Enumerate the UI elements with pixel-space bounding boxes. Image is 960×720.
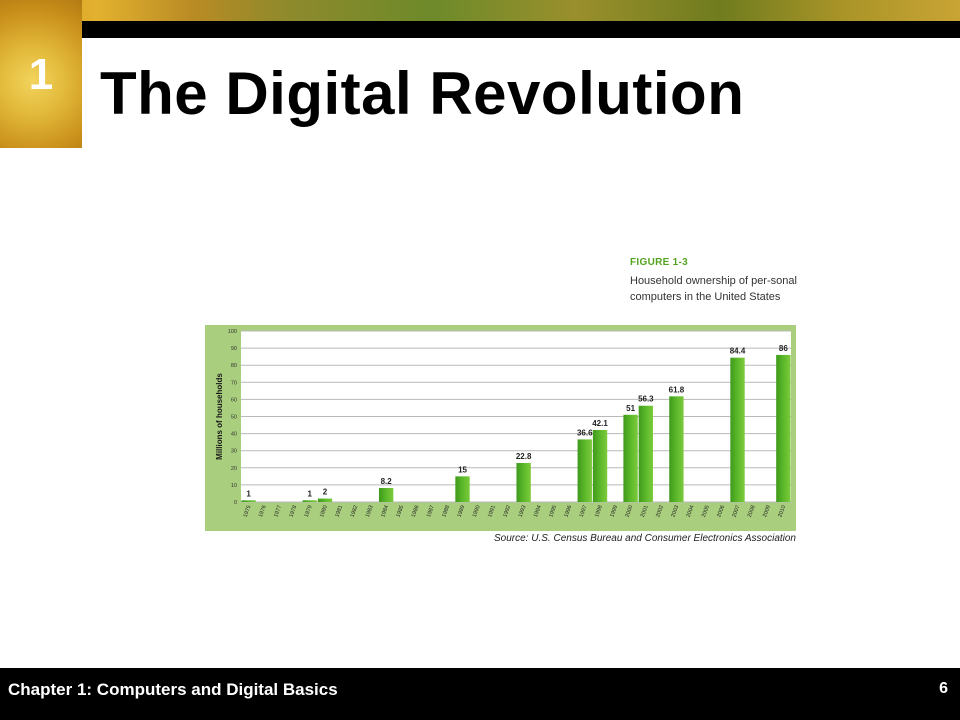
y-tick-label: 80 bbox=[231, 363, 237, 369]
x-tick-label: 1991 bbox=[487, 505, 497, 519]
bar bbox=[592, 430, 608, 502]
figure-label: FIGURE 1-3 bbox=[630, 257, 689, 268]
x-tick-label: 2006 bbox=[716, 505, 726, 519]
data-label: 8.2 bbox=[381, 477, 393, 486]
bar bbox=[317, 498, 333, 502]
figure-caption: FIGURE 1-3 Household ownership of per-so… bbox=[630, 255, 805, 305]
data-label: 22.8 bbox=[516, 452, 532, 461]
x-tick-label: 1990 bbox=[472, 505, 482, 519]
x-tick-label: 2007 bbox=[732, 505, 742, 519]
data-label: 42.1 bbox=[592, 419, 608, 428]
x-tick-label: 1977 bbox=[273, 505, 283, 519]
x-tick-label: 1982 bbox=[350, 505, 360, 519]
y-tick-label: 30 bbox=[231, 449, 237, 455]
y-tick-label: 50 bbox=[231, 415, 237, 421]
data-label: 61.8 bbox=[669, 385, 685, 394]
x-tick-label: 1980 bbox=[319, 505, 329, 519]
bar bbox=[730, 357, 745, 502]
slide-title: The Digital Revolution bbox=[100, 60, 745, 127]
x-tick-label: 1979 bbox=[304, 505, 314, 519]
figure-caption-text: Household ownership of per-sonal compute… bbox=[630, 275, 797, 303]
bar bbox=[241, 500, 256, 502]
x-tick-label: 2000 bbox=[625, 505, 635, 519]
x-tick-label: 2010 bbox=[777, 505, 787, 519]
x-tick-label: 1984 bbox=[380, 505, 390, 519]
data-label: 2 bbox=[323, 488, 328, 497]
data-label: 51 bbox=[626, 404, 635, 413]
x-tick-label: 1983 bbox=[365, 505, 375, 519]
bar bbox=[516, 463, 531, 502]
page-number: 6 bbox=[939, 680, 948, 697]
y-tick-label: 40 bbox=[231, 432, 237, 438]
x-tick-label: 1978 bbox=[289, 505, 299, 519]
x-tick-label: 1981 bbox=[334, 505, 344, 519]
x-tick-label: 1985 bbox=[395, 505, 405, 519]
x-tick-label: 1995 bbox=[548, 505, 558, 519]
bar bbox=[378, 487, 394, 502]
data-label: 1 bbox=[308, 489, 313, 498]
bar bbox=[638, 405, 654, 502]
figure-source: Source: U.S. Census Bureau and Consumer … bbox=[494, 533, 796, 544]
footer-chapter-title: Chapter 1: Computers and Digital Basics bbox=[8, 680, 338, 699]
bar bbox=[623, 414, 638, 502]
y-tick-label: 90 bbox=[231, 346, 237, 352]
bar bbox=[669, 396, 684, 502]
y-tick-label: 0 bbox=[234, 500, 237, 506]
x-tick-label: 1986 bbox=[411, 505, 421, 519]
x-tick-label: 1976 bbox=[258, 505, 268, 519]
x-tick-label: 1998 bbox=[594, 505, 604, 519]
x-tick-label: 1989 bbox=[457, 505, 467, 519]
x-tick-label: 1975 bbox=[243, 505, 253, 519]
x-tick-label: 1999 bbox=[609, 505, 619, 519]
data-label: 86 bbox=[779, 344, 788, 353]
x-tick-label: 2002 bbox=[655, 505, 665, 519]
y-tick-label: 10 bbox=[231, 483, 237, 489]
x-tick-label: 2001 bbox=[640, 505, 650, 519]
x-tick-label: 1994 bbox=[533, 505, 543, 519]
data-label: 36.6 bbox=[577, 428, 593, 437]
x-tick-label: 2004 bbox=[686, 505, 696, 519]
x-tick-label: 2009 bbox=[762, 505, 772, 519]
footer-bar: Chapter 1: Computers and Digital Basics … bbox=[0, 668, 960, 720]
y-tick-label: 100 bbox=[228, 329, 237, 335]
x-tick-label: 1993 bbox=[518, 505, 528, 519]
bar bbox=[577, 439, 592, 502]
x-tick-label: 1988 bbox=[441, 505, 451, 519]
bar-chart: 0 10 20 30 40 50 60 70 80 90 100 Millions of househ… bbox=[215, 329, 791, 519]
chapter-number: 1 bbox=[28, 50, 54, 99]
bar bbox=[455, 476, 470, 502]
data-label: 1 bbox=[246, 489, 251, 498]
x-tick-label: 1987 bbox=[426, 505, 436, 519]
x-tick-label: 2003 bbox=[670, 505, 680, 519]
x-tick-label: 1997 bbox=[579, 505, 589, 519]
bar bbox=[776, 354, 791, 502]
chart-figure: 0 10 20 30 40 50 60 70 80 90 100 Millions of househ… bbox=[205, 325, 796, 531]
bar bbox=[302, 500, 317, 502]
data-label: 84.4 bbox=[730, 347, 746, 356]
x-tick-label: 2008 bbox=[747, 505, 757, 519]
y-tick-label: 60 bbox=[231, 397, 237, 403]
y-tick-label: 70 bbox=[231, 380, 237, 386]
chapter-corner-tile bbox=[0, 0, 82, 148]
data-label: 56.3 bbox=[638, 395, 654, 404]
x-tick-label: 1996 bbox=[564, 505, 574, 519]
x-tick-label: 2005 bbox=[701, 505, 711, 519]
header-black-bar bbox=[82, 21, 960, 38]
y-axis-label: Millions of households bbox=[215, 373, 224, 460]
data-label: 15 bbox=[458, 465, 467, 474]
x-tick-label: 1992 bbox=[502, 505, 512, 519]
y-tick-label: 20 bbox=[231, 466, 237, 472]
